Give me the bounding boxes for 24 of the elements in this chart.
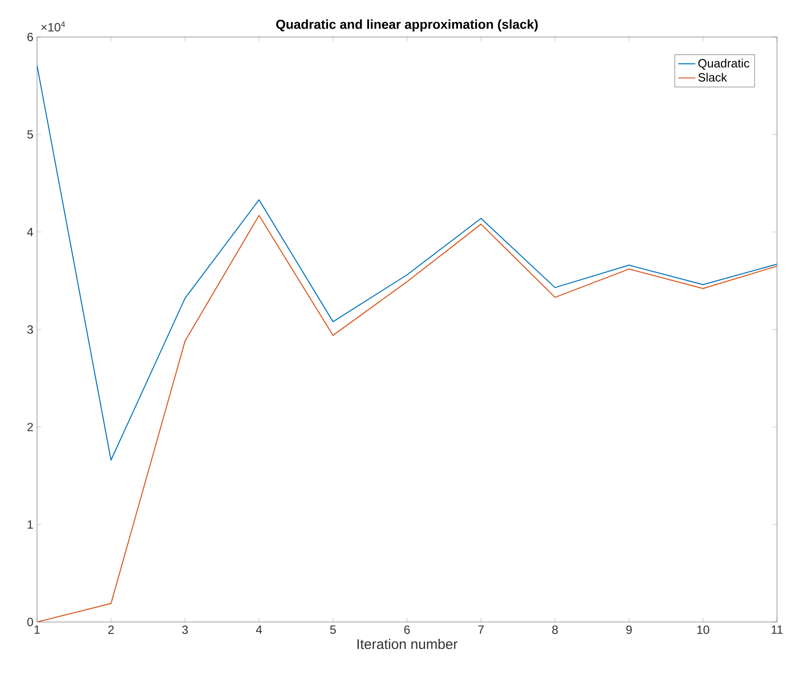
text: ×10$^{4}$ xyxy=(41,22,66,32)
y-tick-label: 6 xyxy=(27,32,33,42)
line-series xyxy=(37,214,778,622)
y-tick-label: 0 xyxy=(27,618,34,626)
x-tick-label: 2 xyxy=(108,626,114,634)
x-axis-title: Iteration number xyxy=(358,638,458,650)
legend-label: Slack xyxy=(698,72,728,82)
chart-title: Quadratic and linear approximation (slack) xyxy=(276,19,538,32)
x-tick-label: 3 xyxy=(182,626,188,634)
y-tick-label: 5 xyxy=(27,130,33,139)
x-tick-label: 10 xyxy=(697,626,710,634)
x-tick-label: 5 xyxy=(330,626,336,634)
y-tick-label: 4 xyxy=(27,228,34,236)
x-tick-label: 11 xyxy=(772,626,783,634)
x-tick-label: 4 xyxy=(256,626,262,634)
legend-label: Quadratic xyxy=(698,58,750,70)
y-tick-label: 2 xyxy=(27,422,33,432)
x-tick-label: 6 xyxy=(404,626,410,634)
x-tick-label: 7 xyxy=(478,626,484,634)
y-tick-label: 3 xyxy=(27,325,33,334)
x-tick-label: 8 xyxy=(552,626,558,634)
x-tick-label: 9 xyxy=(626,626,632,634)
x-tick-label: 1 xyxy=(34,626,40,634)
y-tick-label: 1 xyxy=(28,520,33,529)
